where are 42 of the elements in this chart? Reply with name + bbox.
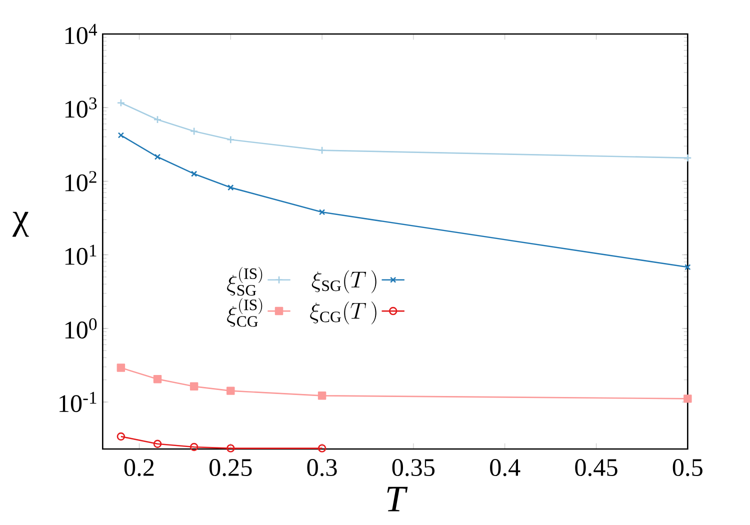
point	[684, 154, 692, 162]
y-axis-title: χ	[12, 212, 29, 237]
point	[116, 98, 126, 107]
x-tick-label: 0.5	[672, 459, 702, 476]
point	[153, 115, 162, 124]
point	[684, 394, 692, 403]
legend-label: $\xi_{\mathrm{SG}}^{(\mathrm{IS})}$	[227, 266, 262, 296]
y-tick-label: 10$^{3}$	[65, 97, 97, 118]
y-tick-label: 10$^{0}$	[65, 318, 97, 339]
legend-label: $\xi_{\mathrm{SG}}(T\,)$	[312, 270, 376, 294]
point	[226, 386, 235, 395]
point	[190, 382, 198, 391]
point	[118, 132, 124, 138]
point	[190, 442, 198, 452]
point	[116, 432, 126, 441]
point	[190, 127, 198, 136]
y-tick-label: 10$^{-1}$	[60, 392, 96, 412]
y-tick-label: 10$^{2}$	[65, 171, 96, 192]
point	[228, 184, 234, 191]
point	[154, 154, 161, 160]
point	[318, 146, 326, 154]
point	[153, 440, 162, 448]
point	[226, 444, 235, 452]
x-axis-title: T	[387, 486, 408, 512]
legend-label: $\xi_{\mathrm{CG}}^{(\mathrm{IS})}$	[227, 298, 262, 327]
y-tick-label: 10$^{4}$	[65, 24, 98, 44]
point	[153, 374, 162, 384]
legend-label: $\xi_{\mathrm{CG}}(T\,)$	[310, 301, 376, 324]
x-tick-label: 0.35	[392, 459, 435, 476]
point	[226, 136, 235, 144]
point	[318, 392, 326, 400]
point	[684, 264, 691, 270]
x-tick-label: 0.4	[490, 459, 520, 476]
point	[318, 209, 326, 216]
point	[190, 170, 198, 177]
y-tick-label: 10$^{1}$	[65, 244, 96, 265]
x-tick-label: 0.25	[210, 459, 252, 476]
x-tick-label: 0.3	[307, 459, 337, 476]
x-tick-label: 0.45	[575, 459, 618, 476]
point	[116, 364, 126, 372]
point	[318, 444, 326, 452]
x-tick-label: 0.2	[124, 459, 154, 476]
